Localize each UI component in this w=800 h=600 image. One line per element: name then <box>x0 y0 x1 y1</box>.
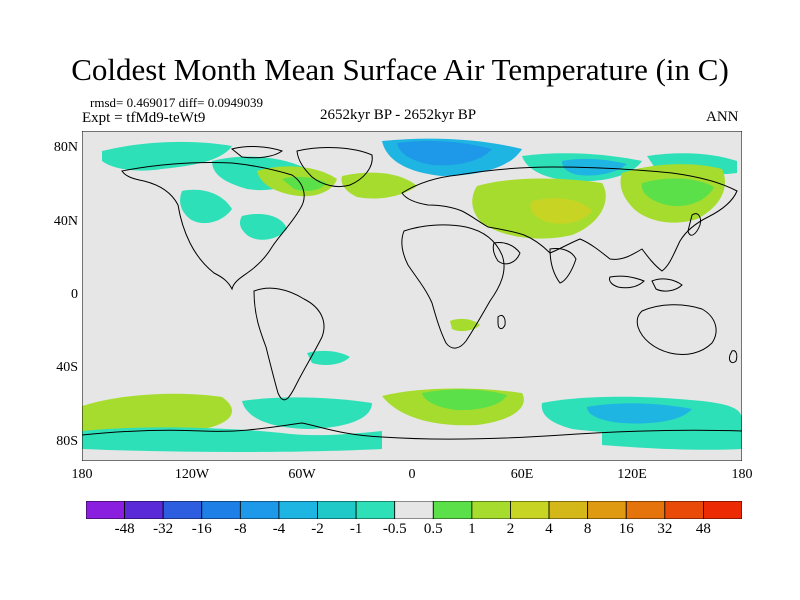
colorbar-swatch <box>124 501 164 519</box>
colorbar-swatch <box>239 501 280 519</box>
anomaly-fields <box>82 138 742 452</box>
stats-text: rmsd= 0.469017 diff= 0.0949039 <box>90 95 263 110</box>
colorbar-label: -0.5 <box>382 521 407 537</box>
colorbar-swatch <box>703 501 742 519</box>
colorbar-label: -8 <box>234 521 247 537</box>
experiment-label: Expt = tfMd9-teWt9 <box>82 110 206 126</box>
x-tick-label: 120W <box>174 467 210 482</box>
coastlines <box>82 146 742 440</box>
colorbar-swatch <box>162 501 203 519</box>
x-tick-label: 60W <box>288 467 316 482</box>
season-label: ANN <box>706 109 739 125</box>
x-tick-label: 180 <box>731 467 753 482</box>
colorbar-label: -4 <box>272 521 286 537</box>
colorbar-label: 16 <box>618 521 634 537</box>
y-tick-label: 80S <box>56 433 78 449</box>
colorbar <box>86 501 742 519</box>
x-tick-label: 120E <box>617 467 647 482</box>
colorbar-label: 4 <box>545 521 553 537</box>
colorbar-swatch <box>548 501 589 519</box>
plot-title: Coldest Month Mean Surface Air Temperatu… <box>71 52 729 87</box>
y-tick-label: 40S <box>56 360 78 376</box>
colorbar-swatch <box>317 501 357 519</box>
colorbar-swatch <box>86 501 125 519</box>
colorbar-label: -48 <box>114 521 135 537</box>
colorbar-label: 8 <box>583 521 592 537</box>
colorbar-label: -1 <box>349 521 363 537</box>
period-label: 2652kyr BP - 2652kyr BP <box>320 107 477 123</box>
colorbar-swatch <box>432 501 473 519</box>
colorbar-label: -2 <box>311 521 324 537</box>
y-tick-label: 40N <box>53 213 78 229</box>
colorbar-label: 0.5 <box>423 521 443 537</box>
x-tick-label: 0 <box>408 467 416 482</box>
colorbar-label: -16 <box>191 521 212 537</box>
colorbar-label: 32 <box>657 521 673 537</box>
world-map <box>82 131 742 461</box>
colorbar-label: -32 <box>153 521 174 537</box>
colorbar-swatch <box>278 501 318 519</box>
colorbar-label: 48 <box>695 521 711 537</box>
colorbar-swatch <box>201 501 241 519</box>
x-tick-label: 180 <box>71 467 93 482</box>
colorbar-swatch <box>587 501 627 519</box>
colorbar-swatch <box>394 501 434 519</box>
colorbar-swatch <box>471 501 511 519</box>
colorbar-label: 1 <box>468 521 476 537</box>
y-tick-label: 0 <box>71 287 78 302</box>
colorbar-swatch <box>625 501 666 519</box>
colorbar-swatch <box>510 501 550 519</box>
x-tick-label: 60E <box>510 467 534 482</box>
colorbar-swatch <box>355 501 396 519</box>
colorbar-label: 2 <box>506 521 515 537</box>
colorbar-swatch <box>664 501 704 519</box>
y-tick-label: 80N <box>53 140 78 156</box>
